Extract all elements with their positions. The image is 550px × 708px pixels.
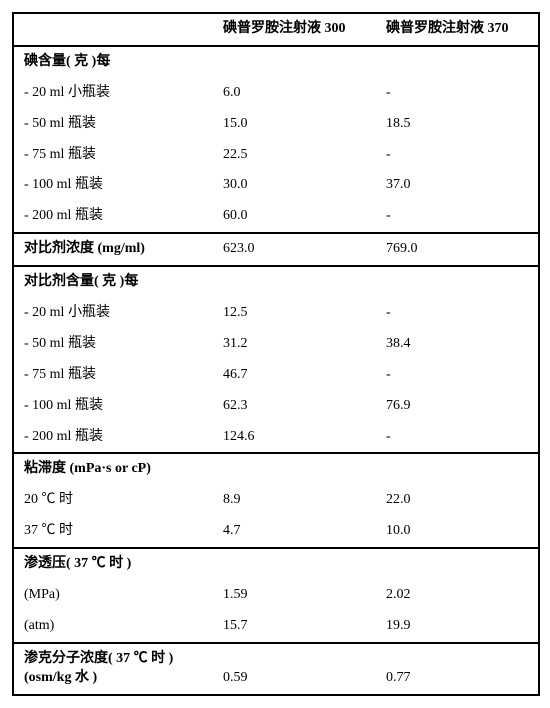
row-label: - 50 ml 瓶装 [13,329,213,360]
table-row: (atm) 15.7 19.9 [13,611,539,643]
row-v300: 0.59 [213,643,376,695]
osmotic-pressure-header: 渗透压( 37 ℃ 时 ) [13,548,539,580]
table-row: 37 ℃ 时 4.7 10.0 [13,516,539,548]
row-v300: 623.0 [213,233,376,266]
row-v300: 8.9 [213,485,376,516]
row-label: - 100 ml 瓶装 [13,391,213,422]
row-v370: 22.0 [376,485,539,516]
contrast-concentration-row: 对比剂浓度 (mg/ml) 623.0 769.0 [13,233,539,266]
row-label: 对比剂浓度 (mg/ml) [13,233,213,266]
header-blank [13,13,213,46]
header-col-300: 碘普罗胺注射液 300 [213,13,376,46]
row-v370: - [376,422,539,454]
row-v370: 37.0 [376,170,539,201]
row-v300: 12.5 [213,298,376,329]
row-v300: 124.6 [213,422,376,454]
row-v370: - [376,360,539,391]
row-v300: 15.0 [213,109,376,140]
table-row: - 20 ml 小瓶装 6.0 - [13,78,539,109]
row-label: - 200 ml 瓶装 [13,201,213,233]
row-label: - 50 ml 瓶装 [13,109,213,140]
table-row: (MPa) 1.59 2.02 [13,580,539,611]
table-row: - 100 ml 瓶装 62.3 76.9 [13,391,539,422]
contrast-content-header: 对比剂含量( 克 )每 [13,266,539,298]
table-row: 20 ℃ 时 8.9 22.0 [13,485,539,516]
row-v370: - [376,201,539,233]
row-label: (MPa) [13,580,213,611]
row-label: - 20 ml 小瓶装 [13,298,213,329]
row-label: - 200 ml 瓶装 [13,422,213,454]
row-label: 20 ℃ 时 [13,485,213,516]
table-row: - 200 ml 瓶装 60.0 - [13,201,539,233]
row-v300: 6.0 [213,78,376,109]
row-v370: - [376,298,539,329]
row-v370: 38.4 [376,329,539,360]
properties-table: 碘普罗胺注射液 300 碘普罗胺注射液 370 碘含量( 克 )每 - 20 m… [12,12,540,696]
row-label: - 100 ml 瓶装 [13,170,213,201]
row-v370: 76.9 [376,391,539,422]
row-v370: 0.77 [376,643,539,695]
contrast-content-label: 对比剂含量( 克 )每 [13,266,539,298]
row-v300: 22.5 [213,140,376,171]
header-row: 碘普罗胺注射液 300 碘普罗胺注射液 370 [13,13,539,46]
header-col-370: 碘普罗胺注射液 370 [376,13,539,46]
osmolality-row: 渗克分子浓度( 37 ℃ 时 ) (osm/kg 水 ) 0.59 0.77 [13,643,539,695]
table-row: - 100 ml 瓶装 30.0 37.0 [13,170,539,201]
row-v370: 2.02 [376,580,539,611]
row-v370: - [376,140,539,171]
row-label: - 75 ml 瓶装 [13,140,213,171]
osmolality-line1: 渗克分子浓度( 37 ℃ 时 ) [24,651,173,666]
osmolality-line2: (osm/kg 水 ) [24,670,97,685]
row-v300: 4.7 [213,516,376,548]
table-row: - 200 ml 瓶装 124.6 - [13,422,539,454]
row-label: 37 ℃ 时 [13,516,213,548]
row-v300: 1.59 [213,580,376,611]
table-row: - 20 ml 小瓶装 12.5 - [13,298,539,329]
row-v300: 60.0 [213,201,376,233]
row-v370: - [376,78,539,109]
table-row: - 50 ml 瓶装 15.0 18.5 [13,109,539,140]
row-label: - 20 ml 小瓶装 [13,78,213,109]
iodine-header-label: 碘含量( 克 )每 [13,46,539,78]
row-label: - 75 ml 瓶装 [13,360,213,391]
osmotic-pressure-label: 渗透压( 37 ℃ 时 ) [13,548,539,580]
iodine-section-header: 碘含量( 克 )每 [13,46,539,78]
viscosity-header: 粘滞度 (mPa·s or cP) [13,453,539,485]
row-v370: 769.0 [376,233,539,266]
row-v370: 19.9 [376,611,539,643]
row-label: (atm) [13,611,213,643]
row-v300: 31.2 [213,329,376,360]
row-v370: 18.5 [376,109,539,140]
table-row: - 75 ml 瓶装 22.5 - [13,140,539,171]
row-v300: 62.3 [213,391,376,422]
table-row: - 75 ml 瓶装 46.7 - [13,360,539,391]
osmolality-label: 渗克分子浓度( 37 ℃ 时 ) (osm/kg 水 ) [13,643,213,695]
row-v300: 30.0 [213,170,376,201]
viscosity-label: 粘滞度 (mPa·s or cP) [13,453,539,485]
row-v300: 15.7 [213,611,376,643]
table-row: - 50 ml 瓶装 31.2 38.4 [13,329,539,360]
row-v300: 46.7 [213,360,376,391]
row-v370: 10.0 [376,516,539,548]
